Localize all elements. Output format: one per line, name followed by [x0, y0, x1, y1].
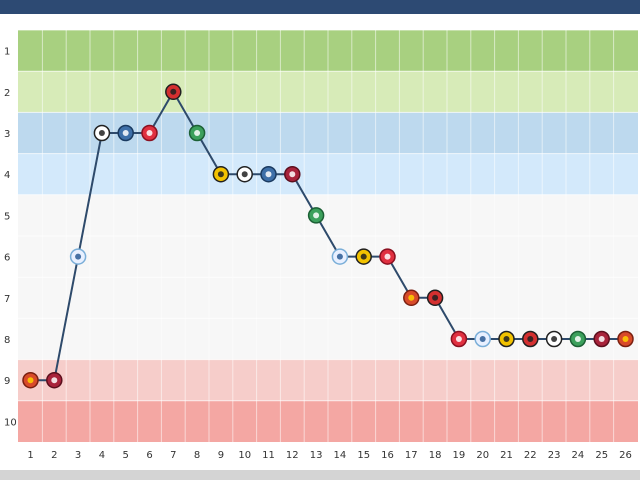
- crest-emblem: [598, 336, 605, 342]
- y-tick-label: 7: [4, 294, 10, 305]
- xamax-crest-icon: [426, 289, 444, 307]
- y-tick-label: 10: [4, 417, 17, 428]
- x-tick-label: 16: [381, 450, 394, 461]
- lugano-crest-icon: [236, 165, 253, 183]
- x-tick-label: 14: [334, 450, 347, 461]
- thun-crest-icon: [450, 330, 468, 348]
- crest-emblem: [51, 377, 58, 384]
- x-tick-label: 8: [194, 450, 200, 461]
- grasshoppers-crest-icon: [260, 165, 277, 183]
- y-tick-label: 4: [4, 170, 10, 181]
- youngboys-crest-icon: [498, 330, 515, 348]
- youngboys-crest-icon: [212, 165, 230, 183]
- basel-crest-icon: [403, 289, 420, 307]
- crest-emblem: [98, 130, 105, 136]
- x-tick-label: 5: [123, 450, 129, 461]
- y-tick-label: 3: [4, 129, 10, 140]
- lugano-crest-icon: [545, 330, 563, 348]
- x-tick-label: 20: [476, 450, 489, 461]
- xamax-crest-icon: [522, 330, 539, 348]
- x-tick-label: 9: [218, 450, 224, 461]
- crest-emblem: [289, 171, 296, 178]
- stgallen-crest-icon: [307, 207, 325, 224]
- x-tick-label: 1: [27, 450, 33, 461]
- x-tick-label: 21: [500, 450, 513, 461]
- crest-emblem: [384, 253, 391, 260]
- xamax-crest-icon: [165, 83, 182, 101]
- x-tick-label: 13: [310, 450, 323, 461]
- crest-emblem: [551, 336, 558, 342]
- x-tick-label: 6: [146, 450, 152, 461]
- x-tick-label: 11: [262, 450, 275, 461]
- crest-emblem: [574, 336, 581, 342]
- x-tick-label: 15: [357, 450, 370, 461]
- crest-emblem: [360, 253, 367, 260]
- thun-crest-icon: [379, 248, 396, 265]
- x-tick-label: 10: [238, 450, 251, 461]
- servette-crest-icon: [284, 165, 301, 183]
- x-tick-label: 17: [405, 450, 418, 461]
- crest-emblem: [241, 171, 248, 178]
- thun-crest-icon: [141, 124, 158, 142]
- y-tick-label: 6: [4, 253, 10, 264]
- youngboys-crest-icon: [355, 248, 372, 265]
- footer-bar: [0, 470, 640, 480]
- lugano-crest-icon: [93, 124, 111, 142]
- crest-emblem: [146, 130, 153, 136]
- stgallen-crest-icon: [188, 124, 206, 142]
- crest-emblem: [194, 130, 201, 136]
- crest-emblem: [432, 294, 439, 301]
- grasshoppers-crest-icon: [117, 124, 134, 142]
- y-tick-label: 8: [4, 335, 10, 346]
- x-tick-label: 7: [170, 450, 176, 461]
- crest-emblem: [122, 130, 129, 136]
- y-tick-label: 9: [4, 376, 10, 387]
- x-tick-label: 4: [99, 450, 105, 461]
- crest-emblem: [313, 212, 320, 219]
- zurich-crest-icon: [69, 248, 87, 265]
- x-tick-label: 12: [286, 450, 299, 461]
- x-tick-label: 22: [524, 450, 537, 461]
- stgallen-crest-icon: [569, 330, 587, 348]
- crest-emblem: [622, 336, 629, 342]
- x-tick-label: 18: [429, 450, 442, 461]
- servette-crest-icon: [593, 330, 610, 348]
- crest-emblem: [503, 336, 510, 342]
- crest-emblem: [527, 336, 534, 342]
- crest-emblem: [75, 253, 82, 260]
- zurich-crest-icon: [331, 248, 349, 265]
- x-tick-label: 25: [595, 450, 608, 461]
- y-tick-label: 1: [4, 47, 10, 58]
- crest-emblem: [217, 171, 224, 178]
- servette-crest-icon: [46, 371, 63, 389]
- x-tick-label: 26: [619, 450, 632, 461]
- y-tick-label: 5: [4, 211, 10, 222]
- basel-crest-icon: [22, 371, 39, 389]
- header-bar: [0, 0, 640, 14]
- x-tick-label: 23: [548, 450, 561, 461]
- crest-emblem: [27, 377, 34, 384]
- x-tick-label: 3: [75, 450, 81, 461]
- x-tick-label: 19: [453, 450, 466, 461]
- basel-crest-icon: [617, 330, 634, 348]
- crest-emblem: [408, 294, 415, 301]
- crest-emblem: [455, 336, 462, 342]
- zurich-crest-icon: [474, 330, 491, 348]
- crest-emblem: [265, 171, 272, 178]
- crest-emblem: [170, 88, 177, 95]
- x-tick-label: 2: [51, 450, 57, 461]
- crest-emblem: [336, 253, 343, 260]
- crest-emblem: [479, 336, 486, 342]
- y-tick-label: 2: [4, 88, 10, 99]
- x-tick-label: 24: [572, 450, 585, 461]
